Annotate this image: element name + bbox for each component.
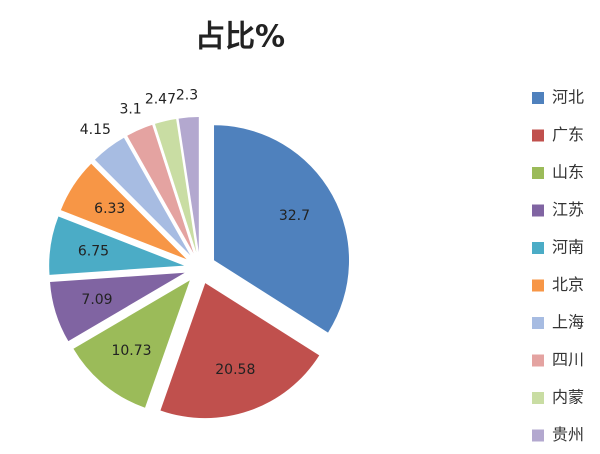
pie-slice xyxy=(49,216,185,275)
legend-swatch xyxy=(532,92,544,104)
legend-text: 四川 xyxy=(552,350,584,369)
data-label: 2.3 xyxy=(176,87,198,103)
legend-text: 内蒙 xyxy=(552,388,584,407)
pie-slice xyxy=(94,137,191,256)
legend-swatch xyxy=(532,129,544,142)
pie-slice xyxy=(214,125,350,333)
legend-swatch xyxy=(532,317,544,329)
legend-swatch xyxy=(532,279,544,292)
legend-text: 江苏 xyxy=(552,200,584,219)
pie-slice xyxy=(160,283,320,419)
legend-text: 山东 xyxy=(552,163,584,182)
data-label: 2.47 xyxy=(145,92,176,108)
legend-text: 贵州 xyxy=(552,425,584,444)
chart-title: 占比% xyxy=(195,20,285,55)
legend-swatch xyxy=(532,242,544,254)
data-label: 10.73 xyxy=(111,343,151,359)
data-label: 32.7 xyxy=(279,208,310,224)
legend-text: 上海 xyxy=(552,313,584,332)
legend-swatch xyxy=(532,167,544,179)
legend-text: 广东 xyxy=(552,125,584,144)
pie-slice xyxy=(154,118,197,253)
legend-text: 河北 xyxy=(552,88,584,107)
legend-swatch xyxy=(532,429,544,442)
pie-slice xyxy=(73,280,190,408)
data-label: 6.75 xyxy=(78,244,109,260)
legend-swatch xyxy=(532,204,544,217)
data-label: 7.09 xyxy=(81,292,112,308)
pie-slice xyxy=(178,117,199,253)
pie-slice xyxy=(50,272,185,342)
legend-text: 河南 xyxy=(552,238,584,257)
pie-slice xyxy=(60,163,187,260)
data-label: 3.1 xyxy=(119,102,141,118)
data-label: 20.58 xyxy=(215,362,255,378)
data-label: 4.15 xyxy=(80,122,111,138)
pie-slice xyxy=(127,124,194,254)
legend-swatch xyxy=(532,392,544,404)
legend-text: 北京 xyxy=(552,275,584,294)
data-label: 6.33 xyxy=(94,201,125,217)
legend-swatch xyxy=(532,354,544,367)
